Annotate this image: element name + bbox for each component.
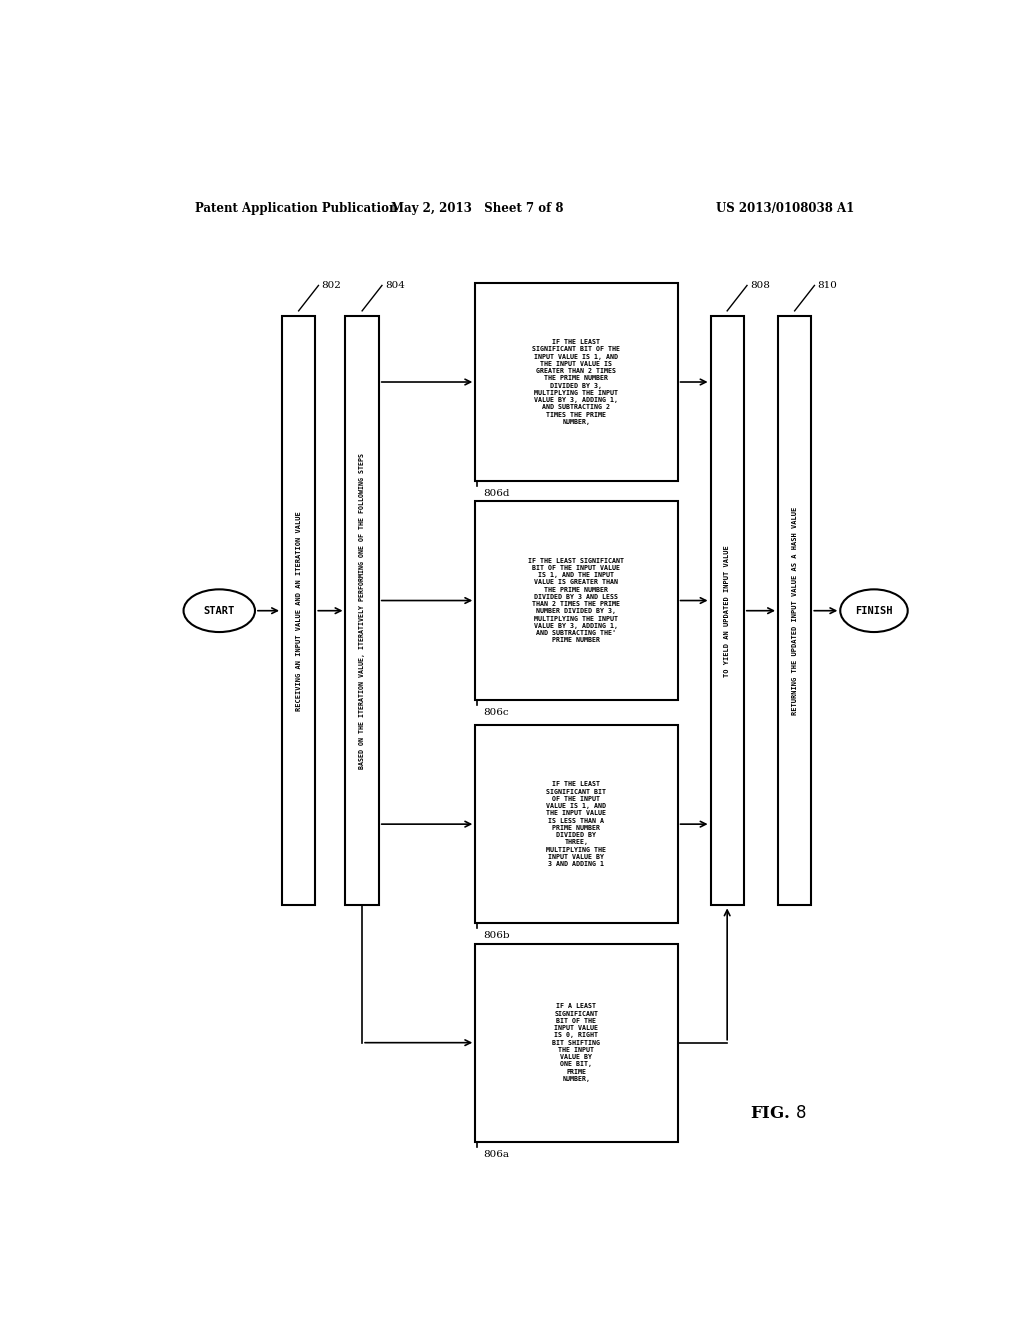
Bar bbox=[345, 315, 379, 906]
Bar bbox=[711, 315, 743, 906]
Text: IF A LEAST
SIGNIFICANT
BIT OF THE
INPUT VALUE
IS 0, RIGHT
BIT SHIFTING
THE INPUT: IF A LEAST SIGNIFICANT BIT OF THE INPUT … bbox=[552, 1003, 600, 1082]
Text: BASED ON THE ITERATION VALUE, ITERATIVELY PERFORMING ONE OF THE FOLLOWING STEPS: BASED ON THE ITERATION VALUE, ITERATIVEL… bbox=[359, 453, 366, 768]
Bar bbox=[282, 315, 315, 906]
Text: 808: 808 bbox=[751, 281, 770, 290]
Text: IF THE LEAST
SIGNIFICANT BIT
OF THE INPUT
VALUE IS 1, AND
THE INPUT VALUE
IS LES: IF THE LEAST SIGNIFICANT BIT OF THE INPU… bbox=[547, 781, 606, 867]
Bar bbox=[475, 725, 678, 923]
Text: IF THE LEAST SIGNIFICANT
BIT OF THE INPUT VALUE
IS 1, AND THE INPUT
VALUE IS GRE: IF THE LEAST SIGNIFICANT BIT OF THE INPU… bbox=[528, 557, 625, 643]
Ellipse shape bbox=[183, 589, 255, 632]
Text: 806b: 806b bbox=[483, 932, 510, 940]
Text: 804: 804 bbox=[385, 281, 406, 290]
Text: 806d: 806d bbox=[483, 490, 510, 498]
Text: Patent Application Publication: Patent Application Publication bbox=[196, 202, 398, 215]
Text: May 2, 2013   Sheet 7 of 8: May 2, 2013 Sheet 7 of 8 bbox=[391, 202, 563, 215]
Text: RETURNING THE UPDATED INPUT VALUE AS A HASH VALUE: RETURNING THE UPDATED INPUT VALUE AS A H… bbox=[792, 507, 798, 715]
Text: IF THE LEAST
SIGNIFICANT BIT OF THE
INPUT VALUE IS 1, AND
THE INPUT VALUE IS
GRE: IF THE LEAST SIGNIFICANT BIT OF THE INPU… bbox=[532, 339, 621, 425]
Text: 806c: 806c bbox=[483, 708, 509, 717]
Bar bbox=[475, 282, 678, 480]
Text: RECEIVING AN INPUT VALUE AND AN ITERATION VALUE: RECEIVING AN INPUT VALUE AND AN ITERATIO… bbox=[296, 511, 302, 710]
Text: 802: 802 bbox=[322, 281, 342, 290]
Text: TO YIELD AN UPDATED INPUT VALUE: TO YIELD AN UPDATED INPUT VALUE bbox=[724, 545, 730, 677]
Bar bbox=[475, 944, 678, 1142]
Text: FIG. $\it{8}$: FIG. $\it{8}$ bbox=[751, 1105, 807, 1122]
Text: FINISH: FINISH bbox=[855, 606, 893, 615]
Text: US 2013/0108038 A1: US 2013/0108038 A1 bbox=[716, 202, 854, 215]
Bar bbox=[778, 315, 811, 906]
Ellipse shape bbox=[841, 589, 907, 632]
Text: 806a: 806a bbox=[483, 1150, 509, 1159]
Text: 810: 810 bbox=[817, 281, 838, 290]
Text: START: START bbox=[204, 606, 234, 615]
Bar bbox=[475, 502, 678, 700]
